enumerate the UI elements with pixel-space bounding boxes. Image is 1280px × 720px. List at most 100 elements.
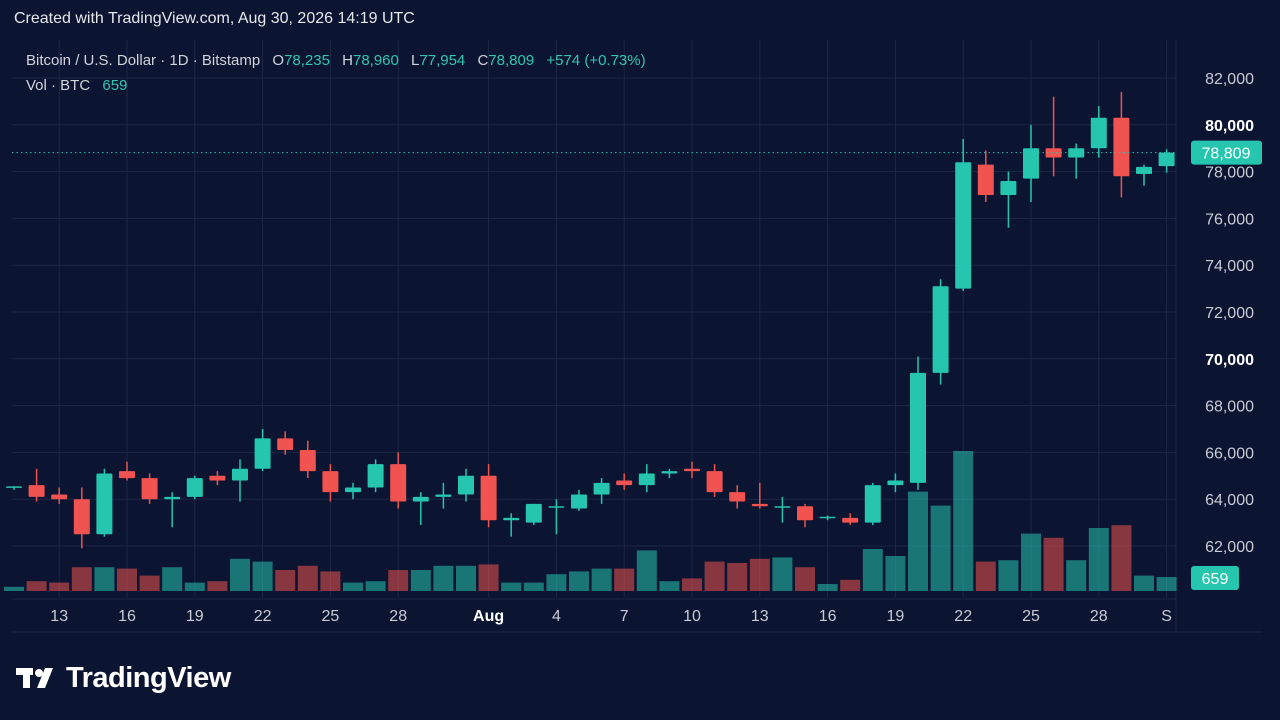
- candle-body: [254, 438, 271, 469]
- volume-bar: [885, 556, 906, 591]
- last-volume-label: 659: [1202, 571, 1229, 588]
- x-tick-label: 13: [751, 608, 769, 625]
- x-tick-label: S: [1161, 608, 1172, 625]
- candle-body: [819, 516, 836, 519]
- x-tick-label: 28: [389, 608, 407, 625]
- high-value: 78,960: [352, 52, 399, 69]
- candle-body: [1090, 117, 1107, 149]
- candle-body: [1068, 148, 1085, 158]
- candle-body: [684, 468, 700, 472]
- volume-bar: [184, 582, 205, 591]
- candle-body: [774, 506, 791, 508]
- x-tick-label: 22: [954, 608, 972, 625]
- candle-body: [390, 464, 407, 502]
- volume-bar: [49, 582, 70, 591]
- volume-bar: [953, 451, 974, 591]
- volume-bar: [230, 558, 250, 591]
- y-tick-label: 76,000: [1205, 211, 1254, 228]
- candle-body: [955, 162, 972, 289]
- y-tick-label: 62,000: [1205, 539, 1254, 556]
- tradingview-brand: TradingView: [16, 660, 231, 696]
- candle-body: [435, 494, 452, 497]
- volume-bar: [207, 581, 228, 591]
- last-price-markers: 78,809 659: [12, 140, 1262, 590]
- volume-bar: [1111, 525, 1132, 591]
- x-tick-label: 16: [118, 608, 136, 625]
- candle-body: [729, 492, 746, 502]
- volume-bar: [840, 579, 861, 591]
- volume-bar: [749, 558, 770, 591]
- volume-value: 659: [102, 77, 128, 94]
- last-price-badge: [1191, 140, 1262, 165]
- volume-bar: [1134, 575, 1154, 591]
- y-tick-label: 64,000: [1205, 492, 1254, 509]
- candle-body: [503, 517, 520, 521]
- candle-body: [164, 496, 181, 500]
- volume-bar: [4, 586, 24, 591]
- x-tick-label: 25: [1022, 608, 1040, 625]
- candle-body: [932, 286, 949, 373]
- tradingview-logo-icon: [16, 668, 53, 688]
- volume-bar: [727, 563, 748, 591]
- volume-bar: [795, 567, 815, 591]
- volume-bars: [4, 451, 1177, 591]
- volume-bar: [591, 568, 612, 591]
- change-value: +574 (+0.73%): [546, 52, 646, 69]
- volume-bar: [908, 491, 928, 591]
- volume-bar: [320, 571, 341, 591]
- last-volume-badge: [1191, 566, 1239, 590]
- volume-bar: [343, 582, 363, 591]
- volume-bar: [410, 570, 431, 591]
- candle-body: [661, 471, 678, 474]
- y-tick-label: 82,000: [1205, 71, 1254, 88]
- low-label: L: [411, 52, 420, 69]
- candle-body: [1136, 166, 1152, 174]
- candle-body: [1045, 148, 1062, 158]
- candle-body: [1158, 152, 1175, 167]
- candle-body: [977, 164, 994, 195]
- volume-bar: [523, 582, 544, 591]
- volume-bar: [704, 561, 725, 591]
- candle-body: [141, 478, 158, 500]
- volume-bar: [139, 575, 160, 591]
- y-tick-label: 66,000: [1205, 445, 1254, 462]
- volume-bar: [71, 567, 92, 591]
- symbol-legend: Bitcoin / U.S. Dollar · 1D · Bitstamp O7…: [26, 52, 646, 69]
- x-tick-label: 25: [322, 608, 340, 625]
- candle-body: [6, 486, 22, 488]
- volume-bar: [930, 505, 951, 591]
- x-tick-label: 4: [552, 608, 561, 625]
- volume-bar: [433, 565, 454, 591]
- candles: [6, 92, 1175, 549]
- grid-lines: [12, 40, 1262, 633]
- y-tick-label: 72,000: [1205, 305, 1254, 322]
- candle-body: [367, 464, 384, 488]
- candle-body: [412, 496, 429, 502]
- volume-bar: [862, 549, 883, 591]
- volume-bar: [998, 560, 1019, 591]
- volume-legend: Vol · BTC 659: [26, 77, 127, 94]
- volume-bar: [275, 570, 296, 591]
- volume-bar: [1088, 528, 1109, 591]
- candle-body: [96, 473, 113, 535]
- candle-body: [73, 499, 90, 535]
- candle-body: [1023, 148, 1039, 179]
- candle-body: [864, 485, 881, 523]
- volume-bar: [975, 561, 996, 591]
- close-value: 78,809: [488, 52, 535, 69]
- x-tick-label: 19: [887, 608, 905, 625]
- y-tick-label: 74,000: [1205, 258, 1254, 275]
- x-tick-label: 22: [254, 608, 272, 625]
- volume-bar: [682, 578, 702, 591]
- volume-bar: [26, 581, 47, 591]
- volume-bar: [546, 574, 567, 591]
- open-label: O: [272, 52, 285, 69]
- y-tick-label: 80,000: [1205, 118, 1254, 135]
- candle-body: [616, 480, 633, 486]
- volume-bar: [1043, 537, 1064, 591]
- volume-bar: [501, 582, 522, 591]
- volume-bar: [1156, 577, 1177, 591]
- volume-bar: [817, 584, 838, 591]
- x-tick-label: 28: [1090, 608, 1108, 625]
